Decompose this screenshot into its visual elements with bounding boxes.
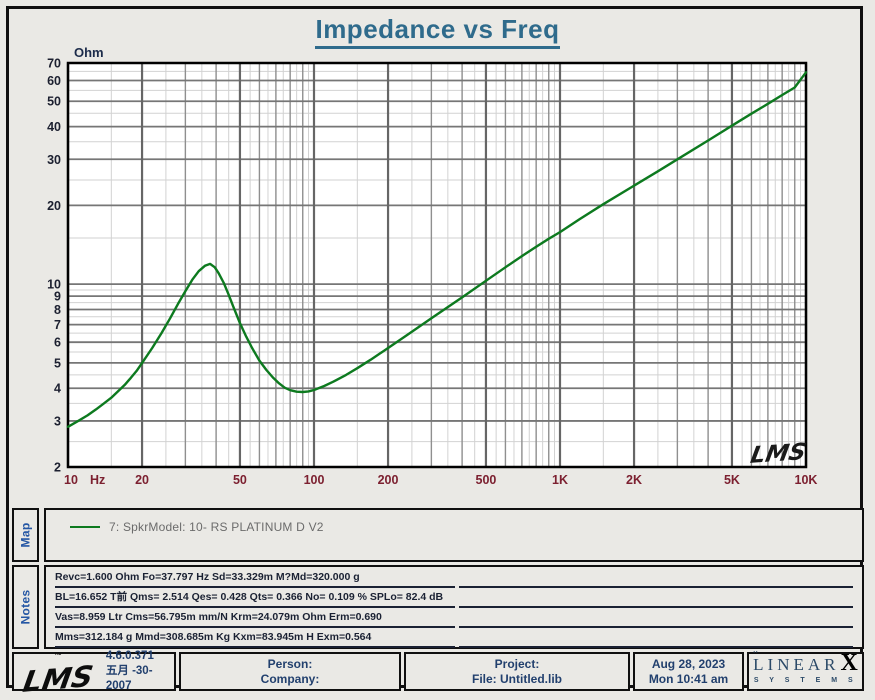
notes-line: BL=16.652 T前 Qms= 2.514 Qes= 0.428 Qts= …	[55, 589, 455, 608]
y-tick-label: 50	[47, 95, 61, 109]
build-date-text: 五月 -30-2007	[105, 665, 153, 692]
linearx-systems-text: S Y S T E M S	[753, 676, 858, 684]
y-tick-label: 2	[54, 461, 61, 475]
y-axis-unit-label: Ohm	[74, 45, 104, 60]
footer-person-box: Person: Company:	[179, 652, 401, 691]
series-legend-text: 7: SpkrModel: 10- RS PLATINUM D V2	[109, 520, 324, 534]
lms-logo: ™LMS	[20, 650, 96, 699]
notes-line: Vas=8.959 Ltr Cms=56.795m mm/N Krm=24.07…	[55, 609, 455, 628]
person-label: Person:	[267, 656, 313, 671]
linearx-letters: ¨ LINEAR	[753, 648, 840, 674]
y-tick-label: 3	[54, 414, 61, 428]
notes-rule	[459, 589, 853, 608]
x-tick-label: 100	[304, 473, 325, 487]
time-text: Mon 10:41 am	[648, 671, 729, 686]
notes-label-box: Notes	[12, 565, 39, 649]
lms-watermark: LMS	[748, 438, 808, 469]
x-tick-label: 20	[135, 473, 149, 487]
y-tick-label: 10	[47, 278, 61, 292]
map-panel: 7: SpkrModel: 10- RS PLATINUM D V2	[44, 508, 864, 562]
notes-rule	[459, 609, 853, 628]
y-tick-label: 7	[54, 318, 61, 332]
x-tick-label: 10	[64, 473, 78, 487]
y-tick-label: 20	[47, 199, 61, 213]
plot-area	[68, 63, 806, 467]
plot-border	[66, 61, 808, 469]
company-label: Company:	[260, 671, 320, 686]
map-label: Map	[18, 522, 33, 548]
linearx-logo: ¨ LINEAR X	[753, 648, 858, 676]
y-tick-label: 9	[54, 290, 61, 304]
notes-line: Revc=1.600 Ohm Fo=37.797 Hz Sd=33.329m M…	[55, 569, 455, 588]
page-title-text: Impedance vs Freq	[315, 14, 560, 49]
y-tick-label: 8	[54, 303, 61, 317]
x-tick-label: 2K	[626, 473, 642, 487]
y-tick-label: 60	[47, 74, 61, 88]
x-tick-label: 1K	[552, 473, 568, 487]
lms-logo-text: LMS	[20, 659, 96, 699]
footer-linearx-box: ¨ LINEAR X S Y S T E M S	[747, 648, 864, 691]
x-tick-label: 5K	[724, 473, 740, 487]
x-tick-label: 10K	[795, 473, 818, 487]
footer-project-box: Project: File: Untitled.lib	[404, 652, 630, 691]
map-legend-row: 7: SpkrModel: 10- RS PLATINUM D V2	[70, 520, 862, 534]
x-tick-label: 50	[233, 473, 247, 487]
linearx-x-letter: X	[840, 649, 858, 676]
notes-rule	[459, 629, 853, 648]
file-label: File: Untitled.lib	[472, 671, 562, 686]
notes-line: Mms=312.184 g Mmd=308.685m Kg Kxm=83.945…	[55, 629, 455, 648]
x-tick-label: 200	[378, 473, 399, 487]
version-text: 4.6.0.371	[105, 650, 154, 662]
notes-panel: Revc=1.600 Ohm Fo=37.797 Hz Sd=33.329m M…	[44, 565, 864, 649]
y-tick-label: 40	[47, 120, 61, 134]
footer-datetime-box: Aug 28, 2023 Mon 10:41 am	[633, 652, 744, 691]
version-block: 4.6.0.371 五月 -30-2007	[106, 649, 174, 694]
project-label: Project:	[494, 656, 540, 671]
map-label-box: Map	[12, 508, 39, 562]
x-tick-label: 500	[476, 473, 497, 487]
y-tick-label: 5	[54, 356, 61, 370]
y-tick-label: 4	[54, 382, 61, 396]
series-color-swatch	[70, 526, 100, 528]
notes-rule	[459, 569, 853, 588]
x-axis-unit-label: Hz	[90, 473, 105, 487]
y-tick-label: 70	[47, 57, 61, 71]
trademark-symbol: ™	[53, 651, 62, 660]
y-tick-label: 30	[47, 153, 61, 167]
footer-lms-box: ™LMS 4.6.0.371 五月 -30-2007	[12, 649, 176, 699]
linearx-umlaut: ¨	[753, 648, 758, 664]
date-text: Aug 28, 2023	[651, 656, 726, 671]
impedance-curve	[66, 71, 808, 428]
y-tick-label: 6	[54, 336, 61, 350]
page-title: Impedance vs Freq	[0, 14, 875, 49]
notes-label: Notes	[18, 589, 33, 625]
